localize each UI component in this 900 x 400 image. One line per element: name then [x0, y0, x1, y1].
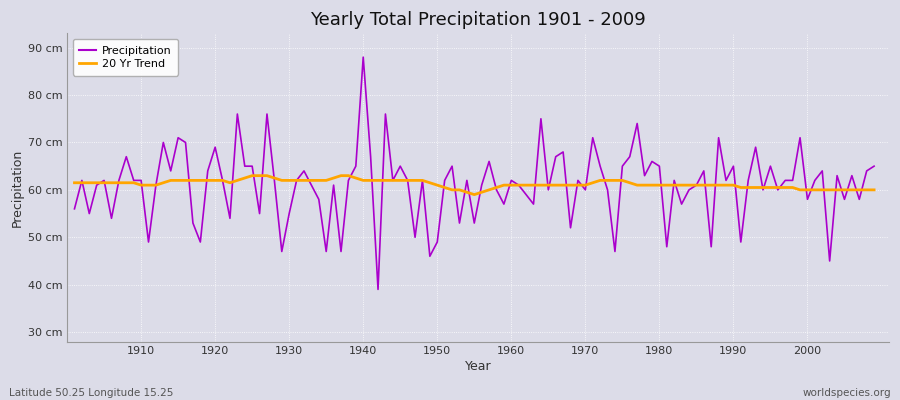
Legend: Precipitation, 20 Yr Trend: Precipitation, 20 Yr Trend: [73, 39, 178, 76]
Text: worldspecies.org: worldspecies.org: [803, 388, 891, 398]
X-axis label: Year: Year: [464, 360, 491, 373]
Y-axis label: Precipitation: Precipitation: [11, 148, 24, 227]
Text: Latitude 50.25 Longitude 15.25: Latitude 50.25 Longitude 15.25: [9, 388, 174, 398]
Title: Yearly Total Precipitation 1901 - 2009: Yearly Total Precipitation 1901 - 2009: [310, 11, 646, 29]
